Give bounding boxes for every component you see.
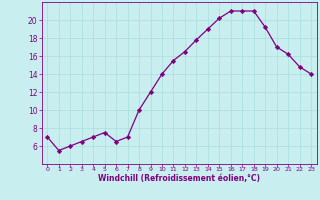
X-axis label: Windchill (Refroidissement éolien,°C): Windchill (Refroidissement éolien,°C) [98, 174, 260, 183]
